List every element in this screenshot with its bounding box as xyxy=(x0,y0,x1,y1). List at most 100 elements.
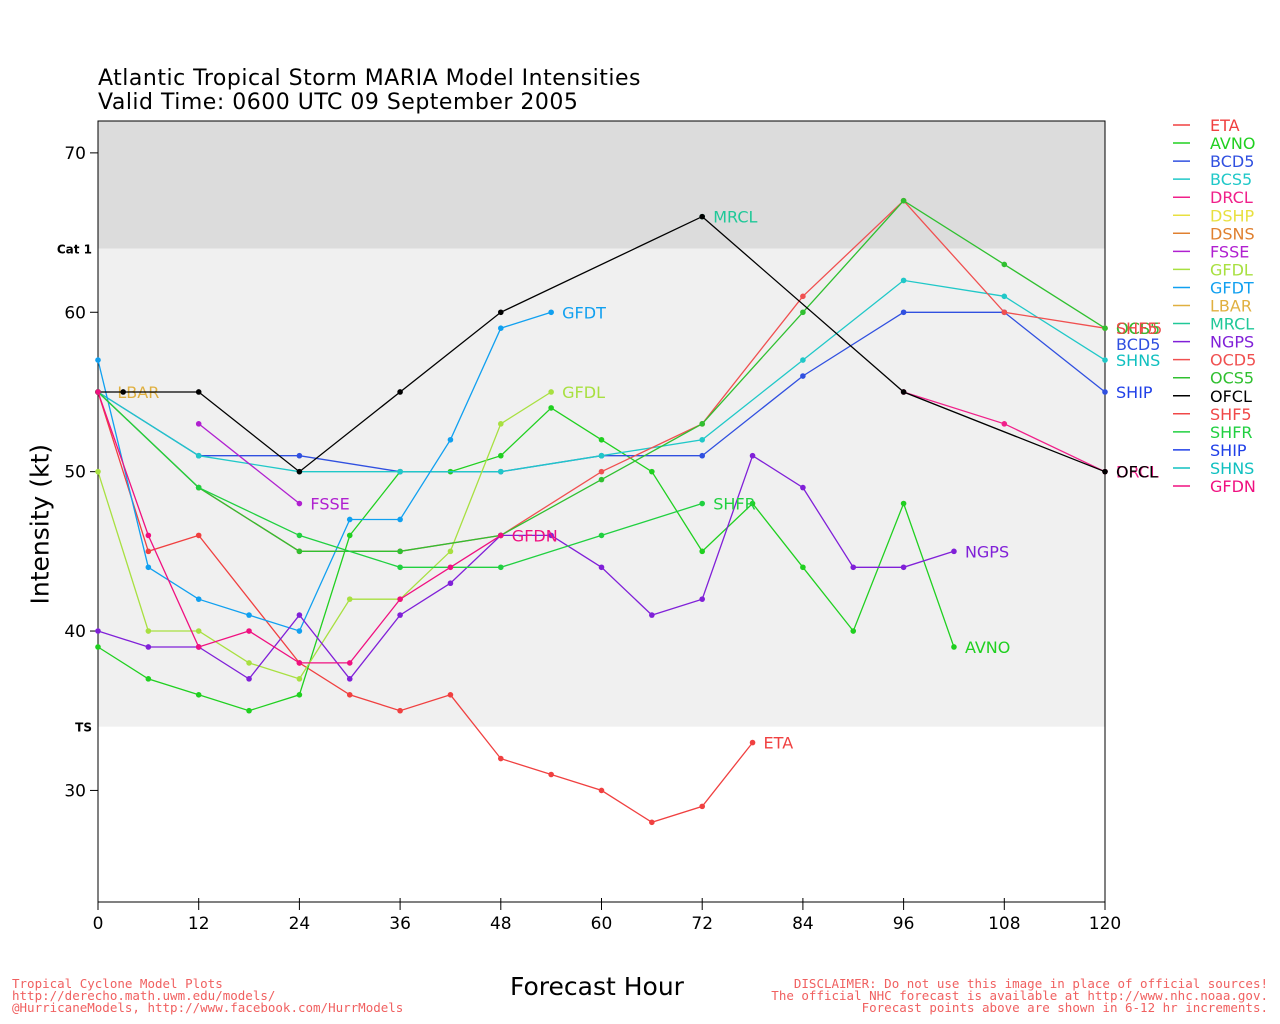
legend-entry: SHF5 xyxy=(1210,405,1252,424)
footer-disclaimer: DISCLAIMER: Do not use this image in pla… xyxy=(771,977,1268,1015)
legend-entry: SHNS xyxy=(1210,459,1254,478)
data-point-gfdl xyxy=(447,548,454,555)
data-point-avno xyxy=(246,707,252,714)
data-point-eta xyxy=(498,755,504,762)
footer-left-line: Tropical Cyclone Model Plots xyxy=(12,976,223,991)
data-point-ofcl xyxy=(397,389,403,395)
footer-left-line: @HurricaneModels, http://www.facebook.co… xyxy=(12,1000,404,1015)
data-point-avno xyxy=(346,532,353,539)
data-point-gfdn xyxy=(346,660,353,666)
series-label-shns: SHNS xyxy=(1116,351,1160,370)
data-point-gfdn xyxy=(195,644,202,650)
data-point-ocs5 xyxy=(900,197,907,204)
series-label-gfdt: GFDT xyxy=(562,303,606,322)
series-label-shf5: SHF5 xyxy=(1116,319,1158,338)
series-label-drcl: DRCL xyxy=(1116,463,1159,482)
data-point-avno xyxy=(699,548,705,555)
x-tick-label: 48 xyxy=(490,914,512,934)
data-point-ofcl xyxy=(1102,468,1108,475)
data-point-gfdl xyxy=(246,660,252,666)
series-line-ngps xyxy=(97,454,955,680)
data-point-shfr xyxy=(397,564,403,571)
legend-entry: GFDN xyxy=(1210,477,1256,496)
data-point-ngps xyxy=(598,564,605,571)
data-point-ocs5 xyxy=(1001,261,1008,268)
data-point-avno xyxy=(195,691,202,698)
legend-entry: MRCL xyxy=(1210,315,1254,334)
data-point-fsse xyxy=(195,421,202,427)
legend-entry: OCS5 xyxy=(1210,369,1254,388)
data-point-gfdn xyxy=(447,564,454,571)
data-point-bcs5 xyxy=(397,468,403,475)
data-point-ofcl xyxy=(699,213,705,220)
data-point-shfr xyxy=(498,564,504,571)
legend-entry: ETA xyxy=(1210,116,1240,135)
data-point-eta xyxy=(397,707,403,714)
data-point-bcs5 xyxy=(900,277,907,284)
series-label-avno: AVNO xyxy=(965,638,1010,657)
data-point-eta xyxy=(598,787,605,794)
data-point-gfdt xyxy=(346,516,353,523)
series-label-ocs5: OCS5 xyxy=(1116,319,1160,338)
series-label-ofcl: OFCL xyxy=(1116,463,1158,482)
data-point-gfdt xyxy=(447,436,454,443)
y-tick-label: 50 xyxy=(64,463,86,483)
data-point-eta xyxy=(749,739,756,746)
data-point-ngps xyxy=(246,676,252,682)
legend-entry: OCD5 xyxy=(1210,351,1256,370)
data-point-bcd5 xyxy=(900,309,907,316)
data-point-shfr xyxy=(598,532,605,539)
data-point-ocs5 xyxy=(598,476,605,483)
data-point-gfdl xyxy=(145,628,152,634)
data-point-gfdn xyxy=(145,532,152,539)
data-point-eta xyxy=(195,532,202,539)
data-point-gfdt xyxy=(296,628,303,634)
band-label: TS xyxy=(75,721,92,735)
series-label-bcd5: BCD5 xyxy=(1116,335,1160,354)
data-point-ocs5 xyxy=(1102,325,1108,332)
series-label-ocd5: OCD5 xyxy=(1116,319,1162,338)
legend-entry: SHFR xyxy=(1210,423,1253,442)
data-point-ocd5 xyxy=(598,468,605,475)
series-label-gfdn: GFDN xyxy=(512,526,558,545)
data-point-ocs5 xyxy=(800,309,806,316)
footer-right-line: The official NHC forecast is available a… xyxy=(771,988,1268,1003)
data-point-bcs5 xyxy=(598,452,605,459)
data-point-ngps xyxy=(447,580,454,587)
data-point-gfdt xyxy=(397,516,403,523)
data-point-avno xyxy=(598,436,605,443)
chart-subtitle: Valid Time: 0600 UTC 09 September 2005 xyxy=(98,90,579,115)
legend-entry: DSHP xyxy=(1210,206,1255,225)
data-point-bcd5 xyxy=(296,452,303,459)
data-point-shfr xyxy=(195,484,202,491)
legend-entry: LBAR xyxy=(1210,297,1252,316)
data-point-ngps xyxy=(951,548,957,555)
data-point-ngps xyxy=(296,612,303,618)
data-point-avno xyxy=(800,564,806,571)
x-tick-label: 0 xyxy=(93,914,104,934)
x-axis-label: Forecast Hour xyxy=(510,972,684,1001)
x-tick-label: 24 xyxy=(289,914,311,934)
y-tick-label: 70 xyxy=(64,144,86,164)
x-tick-label: 96 xyxy=(893,914,915,934)
data-point-gfdl xyxy=(95,468,101,475)
data-point-drcl xyxy=(1001,421,1008,427)
data-point-avno xyxy=(649,468,655,475)
data-point-ngps xyxy=(699,596,705,602)
footer-left-line: http://derecho.math.uwm.edu/models/ xyxy=(12,988,276,1003)
footer-right-line: Forecast points above are shown in 6-12 … xyxy=(861,1000,1268,1015)
data-point-gfdl xyxy=(195,628,202,634)
data-point-gfdt xyxy=(95,357,101,363)
data-point-gfdt xyxy=(145,564,152,571)
data-point-gfdn xyxy=(498,532,504,539)
x-tick-label: 108 xyxy=(988,914,1020,934)
data-point-shfr xyxy=(296,532,303,539)
legend-entry: DSNS xyxy=(1210,224,1255,243)
y-tick-label: 60 xyxy=(64,303,86,323)
x-tick-label: 60 xyxy=(591,914,613,934)
data-point-gfdl xyxy=(548,389,554,395)
data-point-bcs5 xyxy=(195,452,202,459)
data-point-ngps xyxy=(649,612,655,618)
data-point-avno xyxy=(900,500,907,507)
